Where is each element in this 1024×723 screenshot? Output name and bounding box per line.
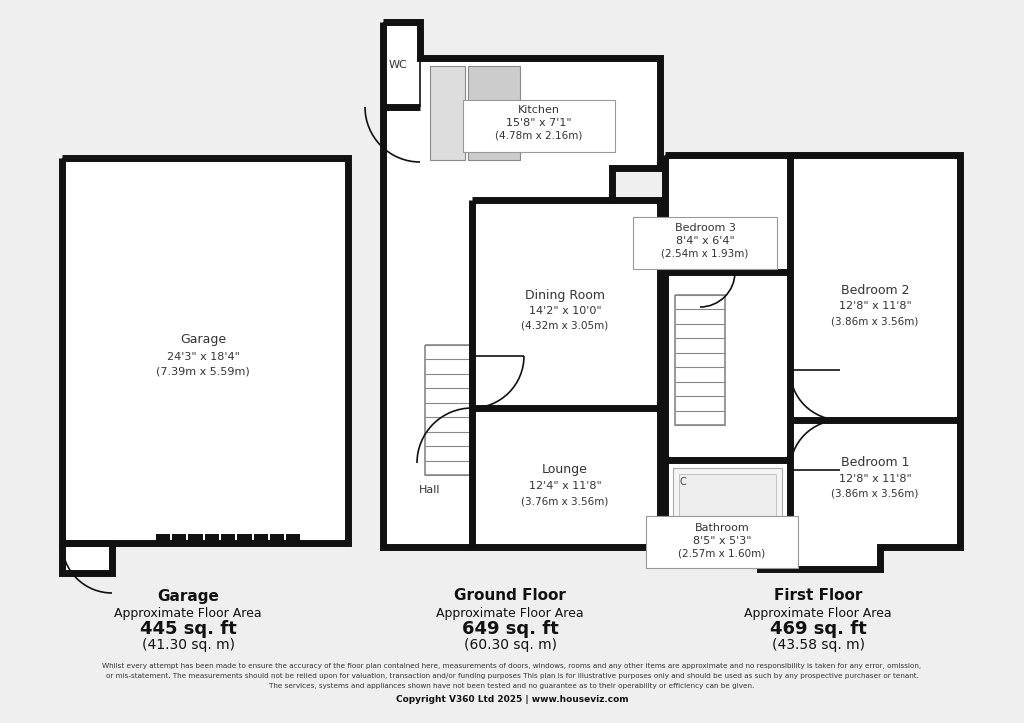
Polygon shape bbox=[679, 474, 776, 533]
Bar bbox=[172, 534, 186, 543]
Text: Whilst every attempt has been made to ensure the accuracy of the floor plan cont: Whilst every attempt has been made to en… bbox=[102, 663, 922, 669]
Text: Garage: Garage bbox=[180, 333, 226, 346]
Text: 12'4" x 11'8": 12'4" x 11'8" bbox=[528, 481, 601, 491]
Text: (60.30 sq. m): (60.30 sq. m) bbox=[464, 638, 556, 652]
Text: 15'8" x 7'1": 15'8" x 7'1" bbox=[506, 118, 571, 128]
Text: C: C bbox=[680, 477, 686, 487]
Text: Hall: Hall bbox=[419, 485, 440, 495]
Text: WC: WC bbox=[389, 60, 408, 70]
Bar bbox=[205, 534, 219, 543]
Text: 24'3" x 18'4": 24'3" x 18'4" bbox=[167, 352, 240, 362]
Bar bbox=[286, 534, 300, 543]
FancyBboxPatch shape bbox=[646, 516, 798, 568]
Text: First Floor: First Floor bbox=[774, 589, 862, 604]
Polygon shape bbox=[468, 66, 520, 160]
Polygon shape bbox=[665, 155, 961, 569]
Polygon shape bbox=[62, 158, 348, 543]
Bar bbox=[270, 534, 285, 543]
Text: Approximate Floor Area: Approximate Floor Area bbox=[436, 607, 584, 620]
Text: Garage: Garage bbox=[157, 589, 219, 604]
Bar bbox=[221, 534, 236, 543]
Text: (7.39m x 5.59m): (7.39m x 5.59m) bbox=[156, 367, 250, 377]
Text: Ground Floor: Ground Floor bbox=[454, 589, 566, 604]
Text: 12'8" x 11'8": 12'8" x 11'8" bbox=[839, 301, 911, 311]
Text: 14'2" x 10'0": 14'2" x 10'0" bbox=[528, 306, 601, 316]
Bar bbox=[238, 534, 252, 543]
Text: (43.58 sq. m): (43.58 sq. m) bbox=[771, 638, 864, 652]
Polygon shape bbox=[430, 66, 465, 160]
Text: (3.76m x 3.56m): (3.76m x 3.56m) bbox=[521, 496, 608, 506]
Text: (3.86m x 3.56m): (3.86m x 3.56m) bbox=[831, 489, 919, 499]
Bar bbox=[188, 534, 203, 543]
Polygon shape bbox=[62, 543, 112, 573]
FancyBboxPatch shape bbox=[633, 217, 777, 269]
Text: (4.78m x 2.16m): (4.78m x 2.16m) bbox=[496, 131, 583, 141]
Text: 649 sq. ft: 649 sq. ft bbox=[462, 620, 558, 638]
Text: Bathroom: Bathroom bbox=[694, 523, 750, 533]
Text: 469 sq. ft: 469 sq. ft bbox=[770, 620, 866, 638]
Polygon shape bbox=[383, 22, 660, 547]
Text: 8'4" x 6'4": 8'4" x 6'4" bbox=[676, 236, 734, 246]
Text: Bedroom 2: Bedroom 2 bbox=[841, 283, 909, 296]
Text: 445 sq. ft: 445 sq. ft bbox=[139, 620, 237, 638]
Text: Dining Room: Dining Room bbox=[525, 288, 605, 301]
Text: (4.32m x 3.05m): (4.32m x 3.05m) bbox=[521, 321, 608, 331]
Text: Bedroom 1: Bedroom 1 bbox=[841, 456, 909, 469]
Text: Bedroom 3: Bedroom 3 bbox=[675, 223, 735, 233]
Text: Approximate Floor Area: Approximate Floor Area bbox=[744, 607, 892, 620]
Text: Kitchen: Kitchen bbox=[518, 105, 560, 115]
Bar bbox=[156, 534, 170, 543]
Text: (2.54m x 1.93m): (2.54m x 1.93m) bbox=[662, 249, 749, 259]
Text: (3.86m x 3.56m): (3.86m x 3.56m) bbox=[831, 316, 919, 326]
Text: The services, systems and appliances shown have not been tested and no guarantee: The services, systems and appliances sho… bbox=[269, 683, 755, 689]
Text: Copyright V360 Ltd 2025 | www.houseviz.com: Copyright V360 Ltd 2025 | www.houseviz.c… bbox=[395, 695, 629, 703]
Text: Lounge: Lounge bbox=[542, 463, 588, 476]
Text: (2.57m x 1.60m): (2.57m x 1.60m) bbox=[678, 549, 766, 559]
FancyBboxPatch shape bbox=[463, 100, 615, 152]
Text: (41.30 sq. m): (41.30 sq. m) bbox=[141, 638, 234, 652]
Text: Approximate Floor Area: Approximate Floor Area bbox=[115, 607, 262, 620]
Text: or mis-statement. The measurements should not be relied upon for valuation, tran: or mis-statement. The measurements shoul… bbox=[105, 673, 919, 679]
Polygon shape bbox=[673, 468, 782, 539]
Text: 8'5" x 5'3": 8'5" x 5'3" bbox=[693, 536, 752, 546]
Bar bbox=[254, 534, 268, 543]
Text: 12'8" x 11'8": 12'8" x 11'8" bbox=[839, 474, 911, 484]
